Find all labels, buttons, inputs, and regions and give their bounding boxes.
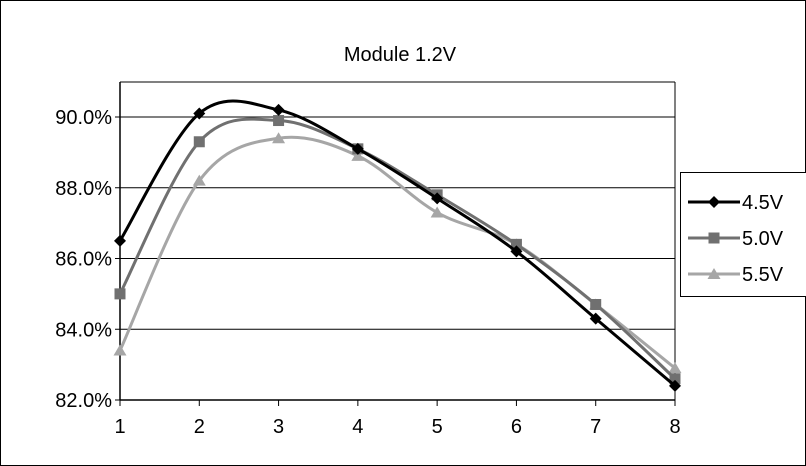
x-tick-label: 4 xyxy=(352,416,363,438)
data-point-5-0v xyxy=(273,115,285,127)
x-tick-label: 8 xyxy=(669,416,680,438)
y-tick-label: 88.0% xyxy=(55,178,112,200)
data-point-5-0v xyxy=(510,238,522,250)
data-point-4-5v xyxy=(589,312,602,325)
legend: 4.5V 5.0V 5.5V xyxy=(680,172,806,297)
data-point-5-5v xyxy=(430,206,444,218)
data-point-5-5v xyxy=(272,132,286,144)
y-tick-label: 86.0% xyxy=(55,249,112,271)
data-point-5-0v xyxy=(669,373,681,385)
data-point-4-5v xyxy=(272,103,285,116)
data-point-4-5v xyxy=(510,245,523,258)
x-tick-label: 3 xyxy=(273,416,284,438)
legend-label-4-5v: 4.5V xyxy=(742,192,784,214)
legend-marker-5-5v xyxy=(707,268,721,279)
x-tick-label: 2 xyxy=(194,416,205,438)
x-tick-label: 6 xyxy=(511,416,522,438)
data-point-4-5v xyxy=(114,234,126,247)
data-point-5-5v xyxy=(351,149,365,161)
x-tick-label: 1 xyxy=(114,416,125,438)
legend-marker-4-5v xyxy=(708,196,720,208)
data-point-5-0v xyxy=(114,288,126,300)
chart-title: Module 1.2V xyxy=(344,44,457,66)
data-point-4-5v xyxy=(669,379,681,392)
y-tick-label: 90.0% xyxy=(55,107,112,129)
data-point-4-5v xyxy=(431,192,444,205)
data-point-5-0v xyxy=(193,136,205,148)
data-point-5-5v xyxy=(113,344,127,356)
data-point-4-5v xyxy=(193,107,206,120)
legend-marker-5-0v xyxy=(708,232,720,244)
data-point-5-5v xyxy=(192,174,206,186)
legend-label-5-5v: 5.5V xyxy=(742,264,784,286)
y-tick-label: 84.0% xyxy=(55,319,112,341)
legend-label-5-0v: 5.0V xyxy=(742,228,784,250)
grid-lines xyxy=(120,81,676,400)
data-point-4-5v xyxy=(351,142,364,155)
x-tick-label: 7 xyxy=(590,416,601,438)
x-tick-label: 5 xyxy=(432,416,443,438)
legend-box xyxy=(680,172,806,297)
series-layer xyxy=(113,99,682,392)
data-point-5-5v xyxy=(668,362,682,374)
y-tick-label: 82.0% xyxy=(55,390,112,412)
data-point-5-0v xyxy=(590,298,602,310)
